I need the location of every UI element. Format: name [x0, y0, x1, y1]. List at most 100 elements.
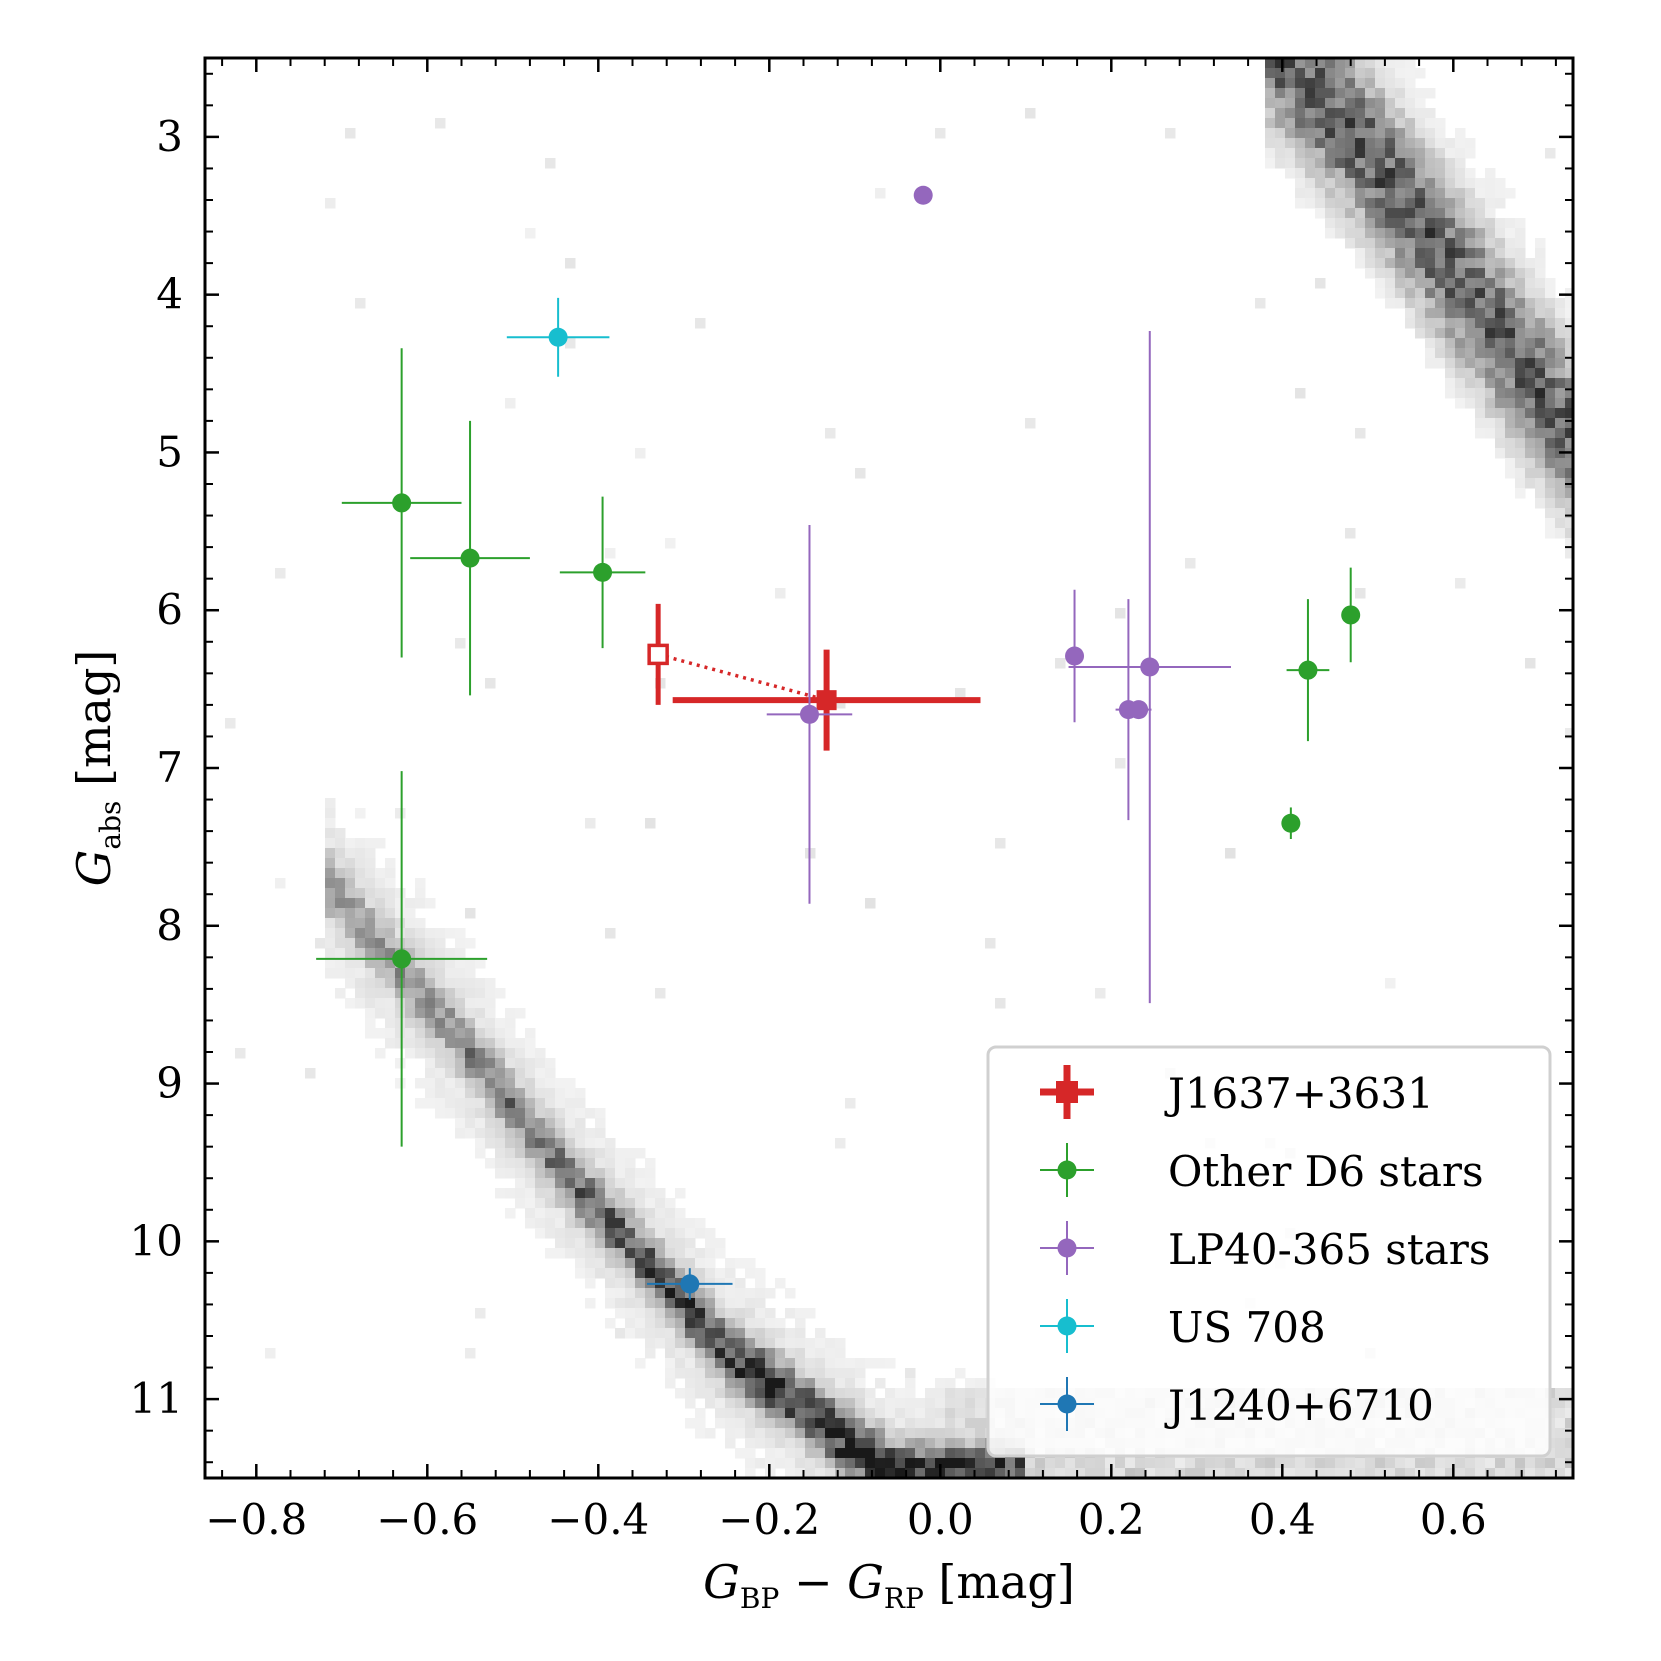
density-cell — [575, 1108, 586, 1119]
density-cell — [695, 1318, 706, 1329]
density-cell — [425, 938, 436, 949]
density-cell — [1265, 78, 1276, 89]
density-cell — [645, 1208, 656, 1219]
density-cell — [445, 968, 456, 979]
legend-box — [986, 1045, 1552, 1458]
density-cell — [425, 1018, 436, 1029]
density-cell — [975, 1408, 986, 1419]
density-cell — [595, 1158, 606, 1169]
density-cell — [475, 978, 486, 989]
density-cell — [655, 1188, 666, 1199]
density-cell — [665, 1308, 676, 1319]
density-cell — [435, 1068, 446, 1079]
density-cell — [585, 1178, 596, 1189]
density-cell — [1435, 138, 1446, 149]
density-cell — [815, 1348, 826, 1359]
density-cell — [985, 1468, 996, 1478]
density-cell — [1505, 368, 1516, 379]
density-cell — [925, 1438, 936, 1449]
density-cell — [925, 1418, 936, 1429]
density-cell — [1095, 988, 1106, 999]
density-cell — [1125, 1468, 1136, 1478]
density-cell — [445, 1068, 456, 1079]
density-cell — [425, 948, 436, 959]
density-cell — [335, 948, 346, 959]
density-cell — [745, 1258, 756, 1269]
density-cell — [355, 898, 366, 909]
density-cell — [455, 1028, 466, 1039]
density-cell — [835, 1448, 846, 1459]
density-cell — [1465, 278, 1476, 289]
density-cell — [1285, 58, 1296, 69]
density-cell — [915, 1398, 926, 1409]
density-cell — [1485, 398, 1496, 409]
density-cell — [1375, 288, 1386, 299]
density-cell — [1415, 108, 1426, 119]
density-cell — [1205, 1458, 1216, 1469]
density-cell — [355, 948, 366, 959]
density-cell — [485, 1118, 496, 1129]
density-cell — [475, 1058, 486, 1069]
density-cell — [1475, 298, 1486, 309]
density-cell — [515, 1088, 526, 1099]
density-cell — [545, 1208, 556, 1219]
density-cell — [545, 158, 556, 169]
density-cell — [425, 988, 436, 999]
density-cell — [1495, 328, 1506, 339]
density-cell — [565, 1248, 576, 1259]
density-cell — [545, 1218, 556, 1229]
density-cell — [1275, 68, 1286, 79]
density-cell — [1375, 98, 1386, 109]
density-cell — [685, 1398, 696, 1409]
density-cell — [345, 948, 356, 959]
density-cell — [1285, 78, 1296, 89]
density-cell — [445, 1058, 456, 1069]
density-cell — [1485, 328, 1496, 339]
density-cell — [1035, 1458, 1046, 1469]
density-cell — [635, 1358, 646, 1369]
density-cell — [1335, 188, 1346, 199]
density-cell — [1345, 138, 1356, 149]
density-cell — [505, 1058, 516, 1069]
density-cell — [705, 1328, 716, 1339]
density-cell — [375, 1008, 386, 1019]
density-cell — [725, 1438, 736, 1449]
density-cell — [565, 1078, 576, 1089]
density-cell — [905, 1448, 916, 1459]
density-cell — [1555, 368, 1566, 379]
density-cell — [1285, 138, 1296, 149]
density-cell — [1065, 1468, 1076, 1478]
density-cell — [1355, 108, 1366, 119]
density-cell — [335, 928, 346, 939]
density-cell — [1465, 308, 1476, 319]
density-cell — [1305, 1458, 1316, 1469]
data-point — [392, 949, 412, 969]
density-cell — [1355, 198, 1366, 209]
density-cell — [1465, 258, 1476, 269]
density-cell — [615, 1228, 626, 1239]
density-cell — [615, 1308, 626, 1319]
density-cell — [1485, 298, 1496, 309]
density-cell — [1375, 78, 1386, 89]
density-cell — [955, 1408, 966, 1419]
density-cell — [1425, 128, 1436, 139]
density-cell — [555, 1218, 566, 1229]
density-cell — [525, 1098, 536, 1109]
density-cell — [405, 1048, 416, 1059]
density-cell — [1435, 198, 1446, 209]
density-cell — [355, 918, 366, 929]
density-cell — [925, 1408, 936, 1419]
density-cell — [585, 1138, 596, 1149]
density-cell — [1485, 278, 1496, 289]
density-cell — [1215, 1468, 1226, 1478]
density-cell — [1305, 168, 1316, 179]
density-cell — [825, 1338, 836, 1349]
density-cell — [835, 698, 846, 709]
density-cell — [575, 1258, 586, 1269]
density-cell — [1455, 218, 1466, 229]
density-cell — [885, 1438, 896, 1449]
density-cell — [575, 1158, 586, 1169]
density-cell — [645, 818, 656, 829]
density-cell — [1395, 218, 1406, 229]
density-cell — [1435, 288, 1446, 299]
